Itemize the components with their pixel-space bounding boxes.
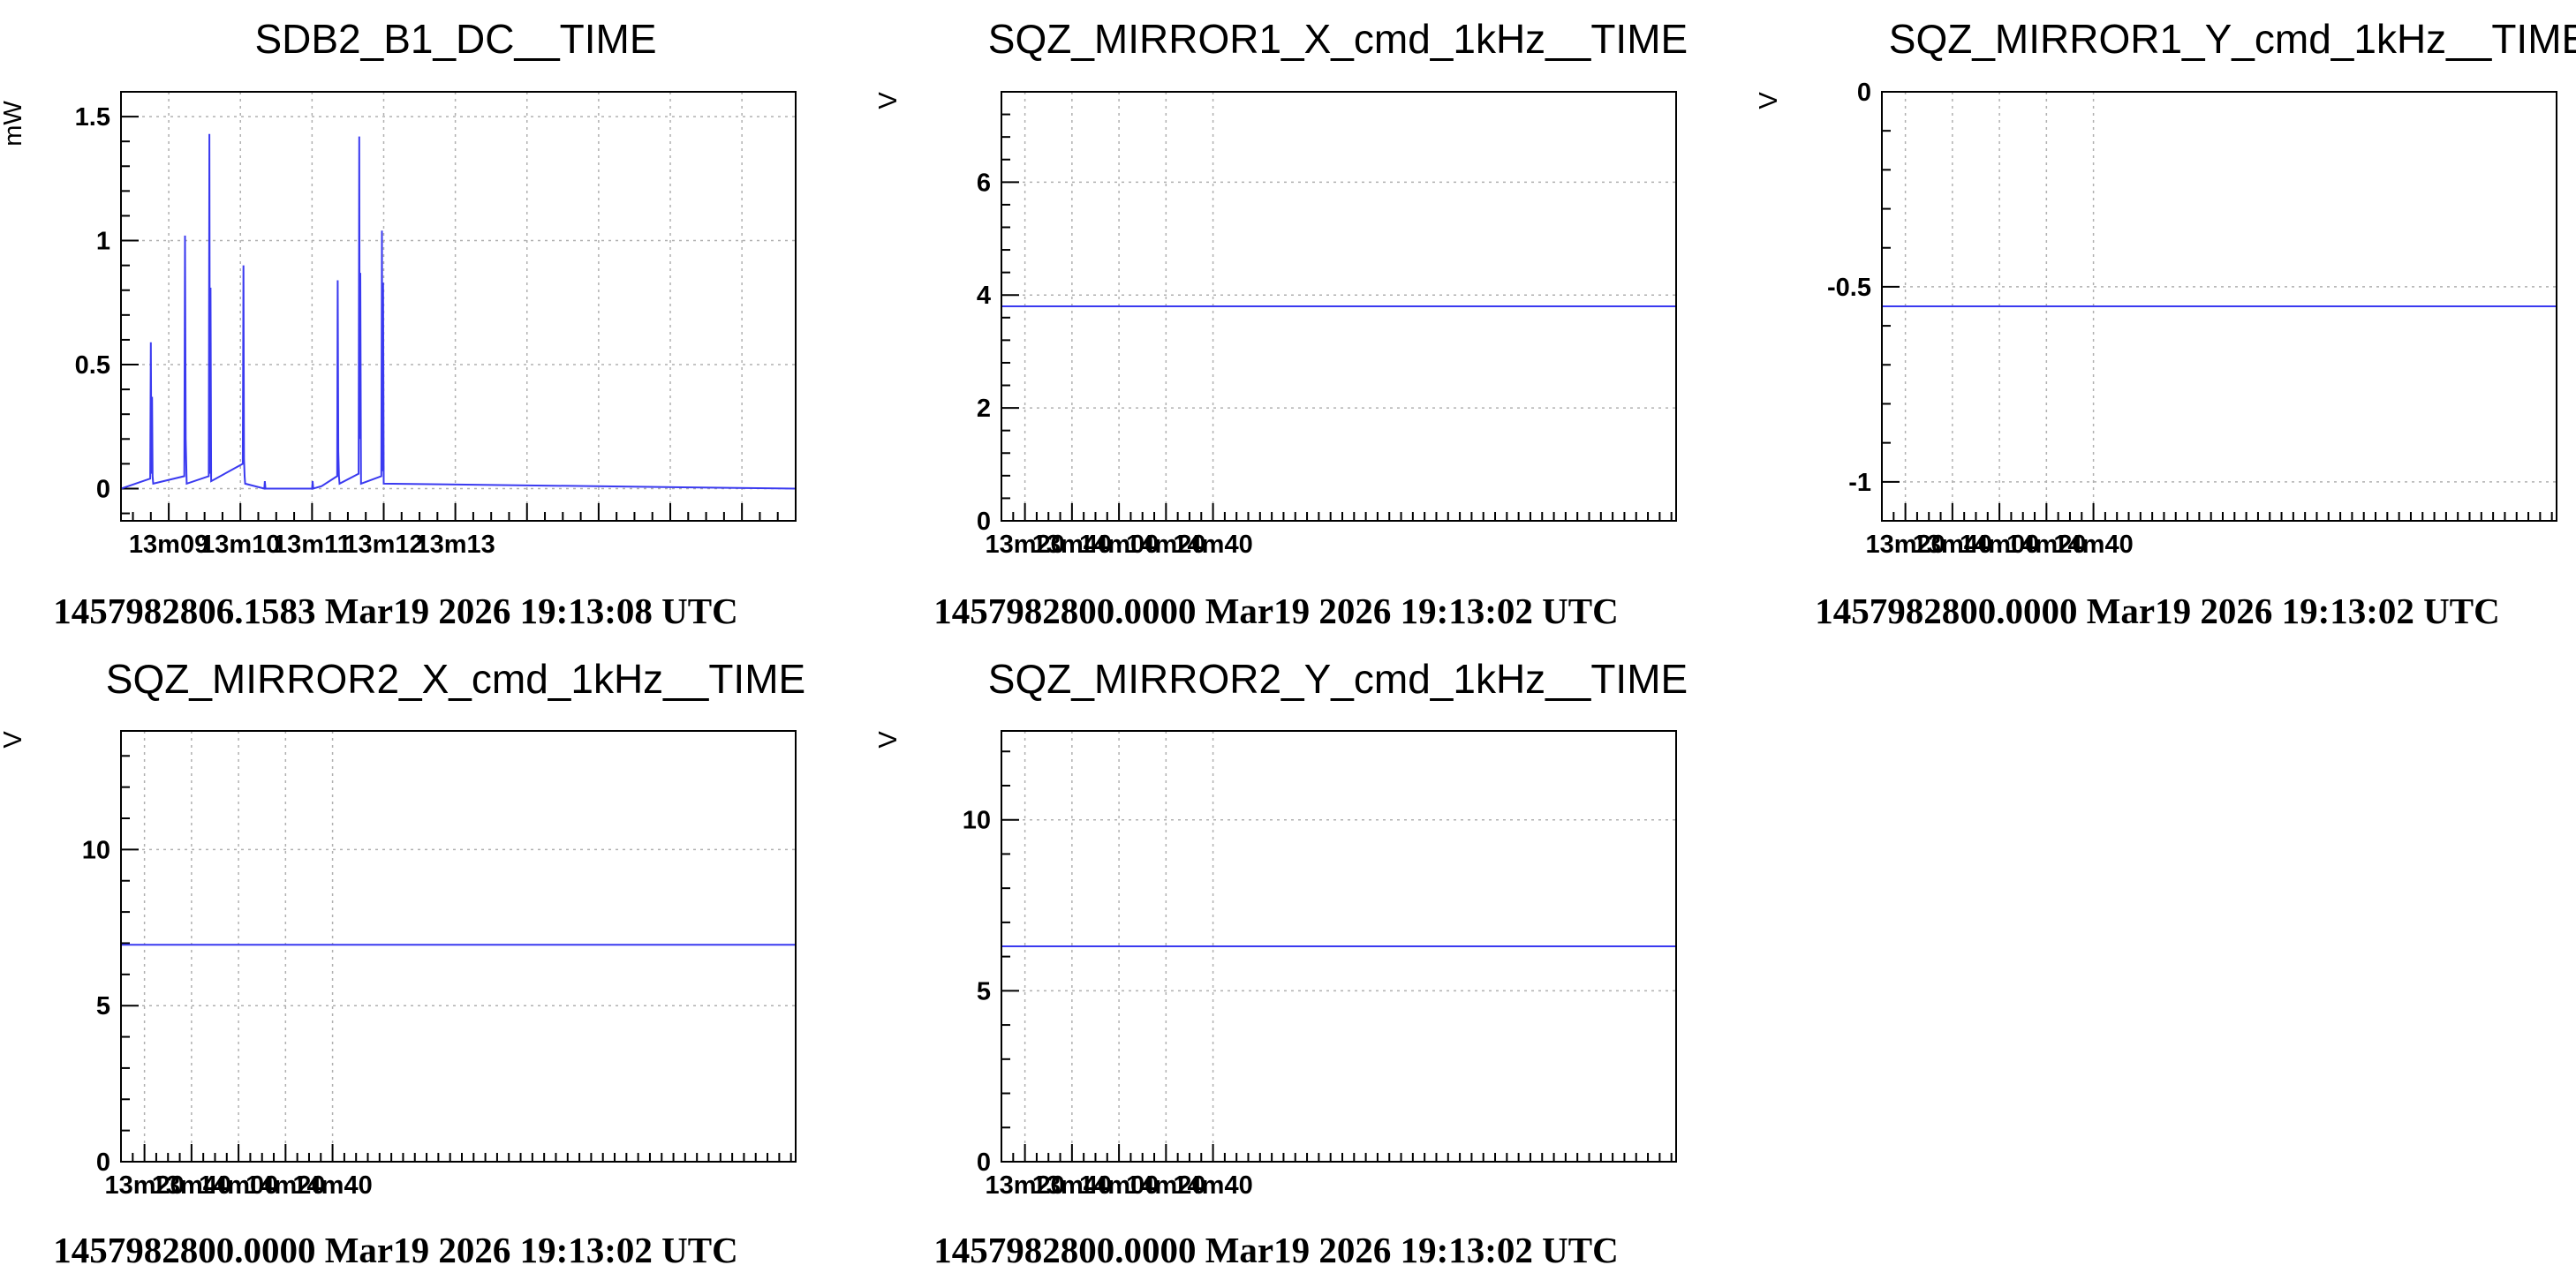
gps-time-stamp: 1457982800.0000 Mar19 2026 19:13:02 UTC bbox=[53, 1230, 738, 1270]
y-axis-label: mW bbox=[0, 101, 27, 147]
y-axis-label: V bbox=[874, 92, 903, 109]
y-tick-label: 0 bbox=[977, 508, 991, 536]
gps-time-stamp: 1457982800.0000 Mar19 2026 19:13:02 UTC bbox=[933, 1230, 1619, 1270]
x-tick-label: 14m40 bbox=[292, 1171, 372, 1200]
x-tick-label: 14m20 bbox=[1126, 1171, 1205, 1200]
x-tick-label: 13m40 bbox=[1032, 531, 1112, 559]
y-tick-label: 1 bbox=[96, 228, 110, 256]
x-tick-label: 13m20 bbox=[104, 1171, 184, 1200]
x-tick-label: 13m12 bbox=[344, 531, 423, 559]
x-tick-label: 14m00 bbox=[1960, 531, 2039, 559]
gps-time-stamp: 1457982800.0000 Mar19 2026 19:13:02 UTC bbox=[933, 591, 1619, 631]
x-tick-label: 14m40 bbox=[1173, 531, 1252, 559]
chart-title: SDB2_B1_DC__TIME bbox=[254, 16, 656, 62]
y-tick-label: -0.5 bbox=[1827, 274, 1871, 302]
plot-frame bbox=[120, 730, 797, 1163]
y-tick-label: 5 bbox=[977, 977, 991, 1005]
y-axis-label: V bbox=[0, 731, 27, 749]
x-tick-label: 13m13 bbox=[415, 531, 495, 559]
y-tick-label: 0 bbox=[96, 1148, 110, 1177]
plot-frame bbox=[1001, 730, 1677, 1163]
x-tick-label: 13m10 bbox=[200, 531, 280, 559]
y-tick-label: 0 bbox=[977, 1148, 991, 1177]
y-tick-label: 4 bbox=[977, 282, 991, 310]
y-tick-label: 6 bbox=[977, 169, 991, 197]
y-tick-label: 2 bbox=[977, 395, 991, 423]
x-tick-label: 13m40 bbox=[1913, 531, 1992, 559]
x-tick-label: 13m09 bbox=[129, 531, 208, 559]
y-tick-label: 0.5 bbox=[75, 351, 110, 380]
series-line bbox=[121, 133, 796, 490]
x-tick-label: 14m20 bbox=[246, 1171, 325, 1200]
y-tick-label: -1 bbox=[1848, 469, 1871, 497]
x-tick-label: 14m20 bbox=[1126, 531, 1205, 559]
y-tick-label: 10 bbox=[82, 836, 110, 864]
chart-title: SQZ_MIRROR1_Y_cmd_1kHz__TIME bbox=[1889, 16, 2576, 62]
y-tick-label: 5 bbox=[96, 992, 110, 1020]
x-tick-label: 14m00 bbox=[199, 1171, 278, 1200]
chart-title: SQZ_MIRROR1_X_cmd_1kHz__TIME bbox=[988, 16, 1688, 62]
x-tick-label: 13m20 bbox=[1865, 531, 1945, 559]
y-tick-label: 0 bbox=[96, 475, 110, 503]
x-tick-label: 13m40 bbox=[1032, 1171, 1112, 1200]
y-tick-label: 1.5 bbox=[75, 103, 110, 132]
y-axis-label: V bbox=[1755, 92, 1783, 109]
x-tick-label: 13m40 bbox=[152, 1171, 231, 1200]
x-tick-label: 14m00 bbox=[1079, 1171, 1159, 1200]
x-tick-label: 14m00 bbox=[1079, 531, 1159, 559]
plot-frame bbox=[1881, 91, 2557, 522]
x-tick-label: 13m20 bbox=[985, 531, 1064, 559]
x-tick-label: 13m20 bbox=[985, 1171, 1064, 1200]
plot-frame bbox=[1001, 91, 1677, 522]
y-axis-label: V bbox=[874, 731, 903, 749]
x-tick-label: 13m11 bbox=[273, 531, 351, 559]
gps-time-stamp: 1457982806.1583 Mar19 2026 19:13:08 UTC bbox=[53, 591, 738, 631]
y-tick-label: 10 bbox=[963, 807, 991, 835]
x-tick-label: 14m40 bbox=[2053, 531, 2133, 559]
x-tick-label: 14m20 bbox=[2006, 531, 2086, 559]
chart-title: SQZ_MIRROR2_X_cmd_1kHz__TIME bbox=[106, 656, 805, 702]
chart-title: SQZ_MIRROR2_Y_cmd_1kHz__TIME bbox=[988, 656, 1688, 702]
plot-frame bbox=[120, 91, 797, 522]
y-tick-label: 0 bbox=[1857, 79, 1871, 107]
gps-time-stamp: 1457982800.0000 Mar19 2026 19:13:02 UTC bbox=[1815, 591, 2500, 631]
x-tick-label: 14m40 bbox=[1173, 1171, 1252, 1200]
